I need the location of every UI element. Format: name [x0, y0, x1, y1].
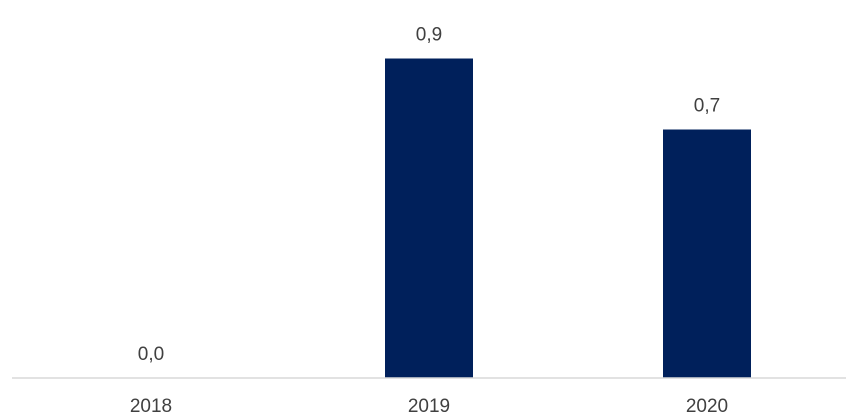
bar-2019	[385, 58, 473, 378]
x-tick-labels: 2018 2019 2020	[130, 396, 728, 417]
x-tick-label-2020: 2020	[686, 396, 728, 417]
bar-2020	[663, 129, 751, 378]
bars-layer	[385, 58, 751, 378]
data-label-2018: 0,0	[138, 344, 164, 365]
data-label-2019: 0,9	[416, 25, 442, 46]
data-label-2020: 0,7	[694, 96, 720, 117]
value-labels-layer: 0,0 0,9 0,7	[138, 25, 720, 366]
x-tick-label-2019: 2019	[408, 396, 450, 417]
x-tick-label-2018: 2018	[130, 396, 172, 417]
